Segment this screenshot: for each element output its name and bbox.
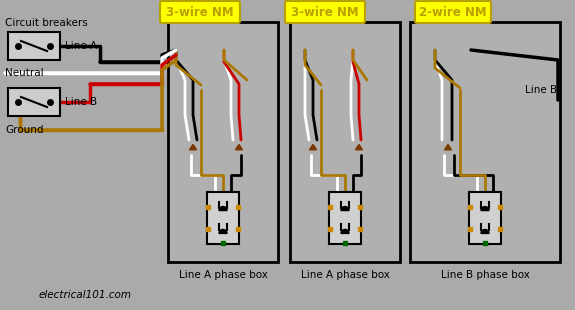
Text: Line A: Line A [65, 41, 97, 51]
Wedge shape [341, 229, 349, 233]
Text: Line A phase box: Line A phase box [301, 270, 389, 280]
Text: Line A phase box: Line A phase box [179, 270, 267, 280]
FancyBboxPatch shape [285, 1, 365, 23]
Text: 2-wire NM: 2-wire NM [419, 6, 487, 19]
Bar [290, 22, 400, 262]
Wedge shape [219, 206, 227, 210]
Bar [469, 192, 501, 244]
Text: Circuit breakers: Circuit breakers [5, 18, 88, 28]
Text: 3-wire NM: 3-wire NM [166, 6, 234, 19]
Bar [410, 22, 560, 262]
Wedge shape [341, 206, 349, 210]
FancyBboxPatch shape [415, 1, 491, 23]
Wedge shape [481, 229, 489, 233]
Text: Ground: Ground [5, 125, 44, 135]
Polygon shape [189, 144, 197, 150]
Text: Line B: Line B [525, 85, 557, 95]
Bar [168, 22, 278, 262]
Polygon shape [355, 144, 363, 150]
Text: electrical101.com: electrical101.com [39, 290, 132, 300]
Polygon shape [444, 144, 451, 150]
Wedge shape [219, 229, 227, 233]
Polygon shape [235, 144, 243, 150]
Text: Line B phase box: Line B phase box [440, 270, 530, 280]
Polygon shape [309, 144, 317, 150]
Wedge shape [481, 206, 489, 210]
Text: Neutral: Neutral [5, 68, 44, 78]
Bar [8, 32, 60, 60]
Bar [207, 192, 239, 244]
Text: 3-wire NM: 3-wire NM [291, 6, 359, 19]
Text: Line B: Line B [65, 97, 97, 107]
Bar [329, 192, 361, 244]
Bar [8, 88, 60, 116]
FancyBboxPatch shape [160, 1, 240, 23]
